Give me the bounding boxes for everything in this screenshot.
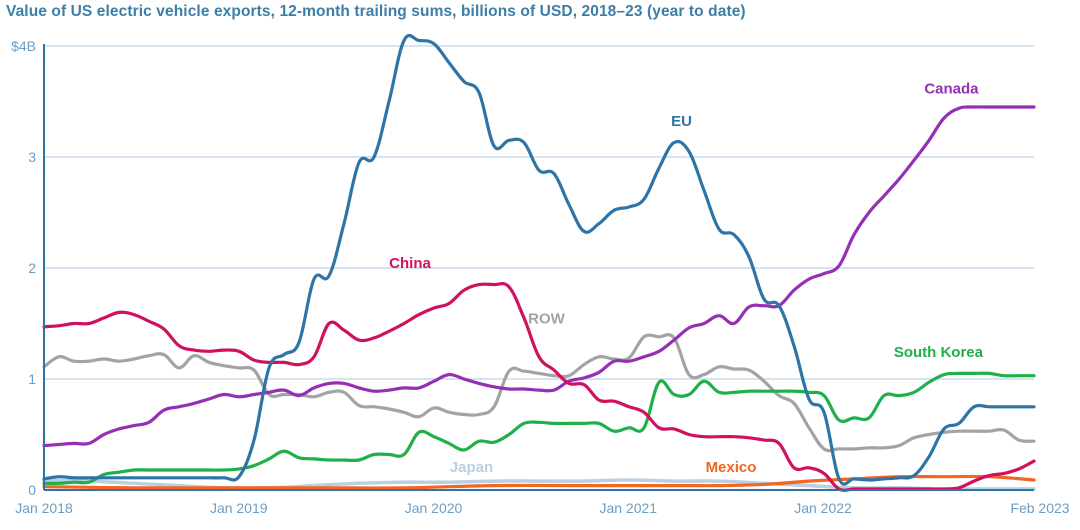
x-tick-label: Jan 2019 — [210, 500, 268, 516]
x-tick-label: Feb 2023 — [1010, 500, 1069, 516]
series-label-canada: Canada — [924, 81, 979, 98]
series-label-row: ROW — [528, 311, 566, 328]
series-line-row — [42, 333, 1036, 453]
series-label-mexico: Mexico — [706, 459, 757, 476]
y-tick-label: $4B — [11, 38, 36, 54]
x-tick-label: Jan 2020 — [405, 500, 463, 516]
series-line-eu — [42, 33, 1036, 486]
chart-title: Value of US electric vehicle exports, 12… — [6, 3, 746, 20]
x-tick-label: Jan 2022 — [794, 500, 852, 516]
y-tick-label: 1 — [28, 371, 36, 387]
y-tick-label: 0 — [28, 482, 36, 498]
y-tick-label: 3 — [28, 149, 36, 165]
gridlines — [44, 45, 1034, 380]
series-label-south-korea: South Korea — [894, 344, 984, 361]
y-tick-label: 2 — [28, 260, 36, 276]
series-label-eu: EU — [671, 113, 692, 130]
series-line-canada — [42, 105, 1036, 448]
series-lines — [42, 33, 1036, 492]
series-label-china: China — [389, 255, 431, 272]
x-axis-ticks: Jan 2018 Jan 2019 Jan 2020 Jan 2021 Jan 2022… — [15, 500, 1070, 516]
series-label-japan: Japan — [450, 459, 493, 476]
y-axis-ticks: 0 1 2 3 $4B — [11, 38, 36, 498]
series-line-south-korea — [42, 371, 1036, 485]
x-tick-label: Jan 2021 — [599, 500, 657, 516]
x-tick-label: Jan 2018 — [15, 500, 73, 516]
series-labels: ROW Japan Mexico South Korea Canada China EU — [389, 81, 983, 477]
